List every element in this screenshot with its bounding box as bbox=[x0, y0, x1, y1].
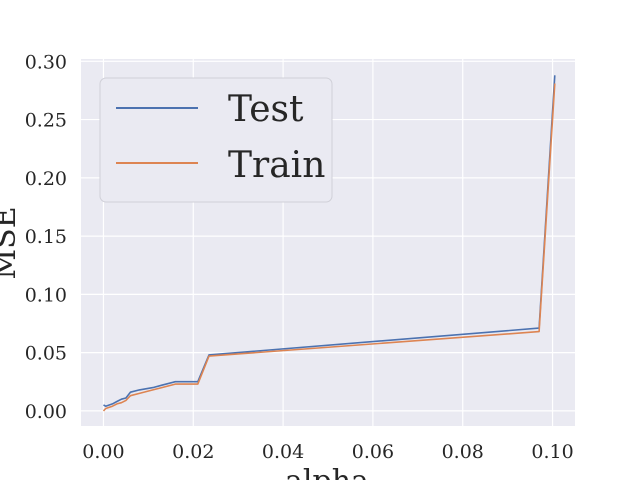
y-tick-label: 0.15 bbox=[25, 226, 67, 248]
x-tick-label: 0.00 bbox=[82, 441, 124, 463]
y-tick-label: 0.30 bbox=[25, 51, 67, 73]
series-line-train bbox=[102, 83, 556, 412]
y-tick-label: 0.20 bbox=[25, 168, 67, 190]
y-tick-label: 0.10 bbox=[25, 284, 67, 306]
legend: Test Train bbox=[99, 77, 333, 203]
x-tick-label: 0.02 bbox=[172, 441, 214, 463]
y-tick-label: 0.00 bbox=[25, 401, 67, 423]
series-layer bbox=[102, 75, 556, 412]
y-axis-label: MSE bbox=[0, 206, 23, 279]
x-tick-label: 0.06 bbox=[352, 441, 394, 463]
y-tick-label: 0.25 bbox=[25, 110, 67, 132]
tick-labels: 0.00 0.02 0.04 0.06 0.08 0.10 0.00 0.05 0.10 0.15… bbox=[25, 51, 574, 463]
x-tick-label: 0.04 bbox=[262, 441, 304, 463]
x-axis-label: alpha bbox=[285, 464, 369, 480]
legend-label-train: Train bbox=[228, 145, 325, 186]
x-tick-label: 0.08 bbox=[442, 441, 484, 463]
x-tick-label: 0.10 bbox=[531, 441, 573, 463]
y-tick-label: 0.05 bbox=[25, 343, 67, 365]
legend-label-test: Test bbox=[228, 89, 304, 130]
